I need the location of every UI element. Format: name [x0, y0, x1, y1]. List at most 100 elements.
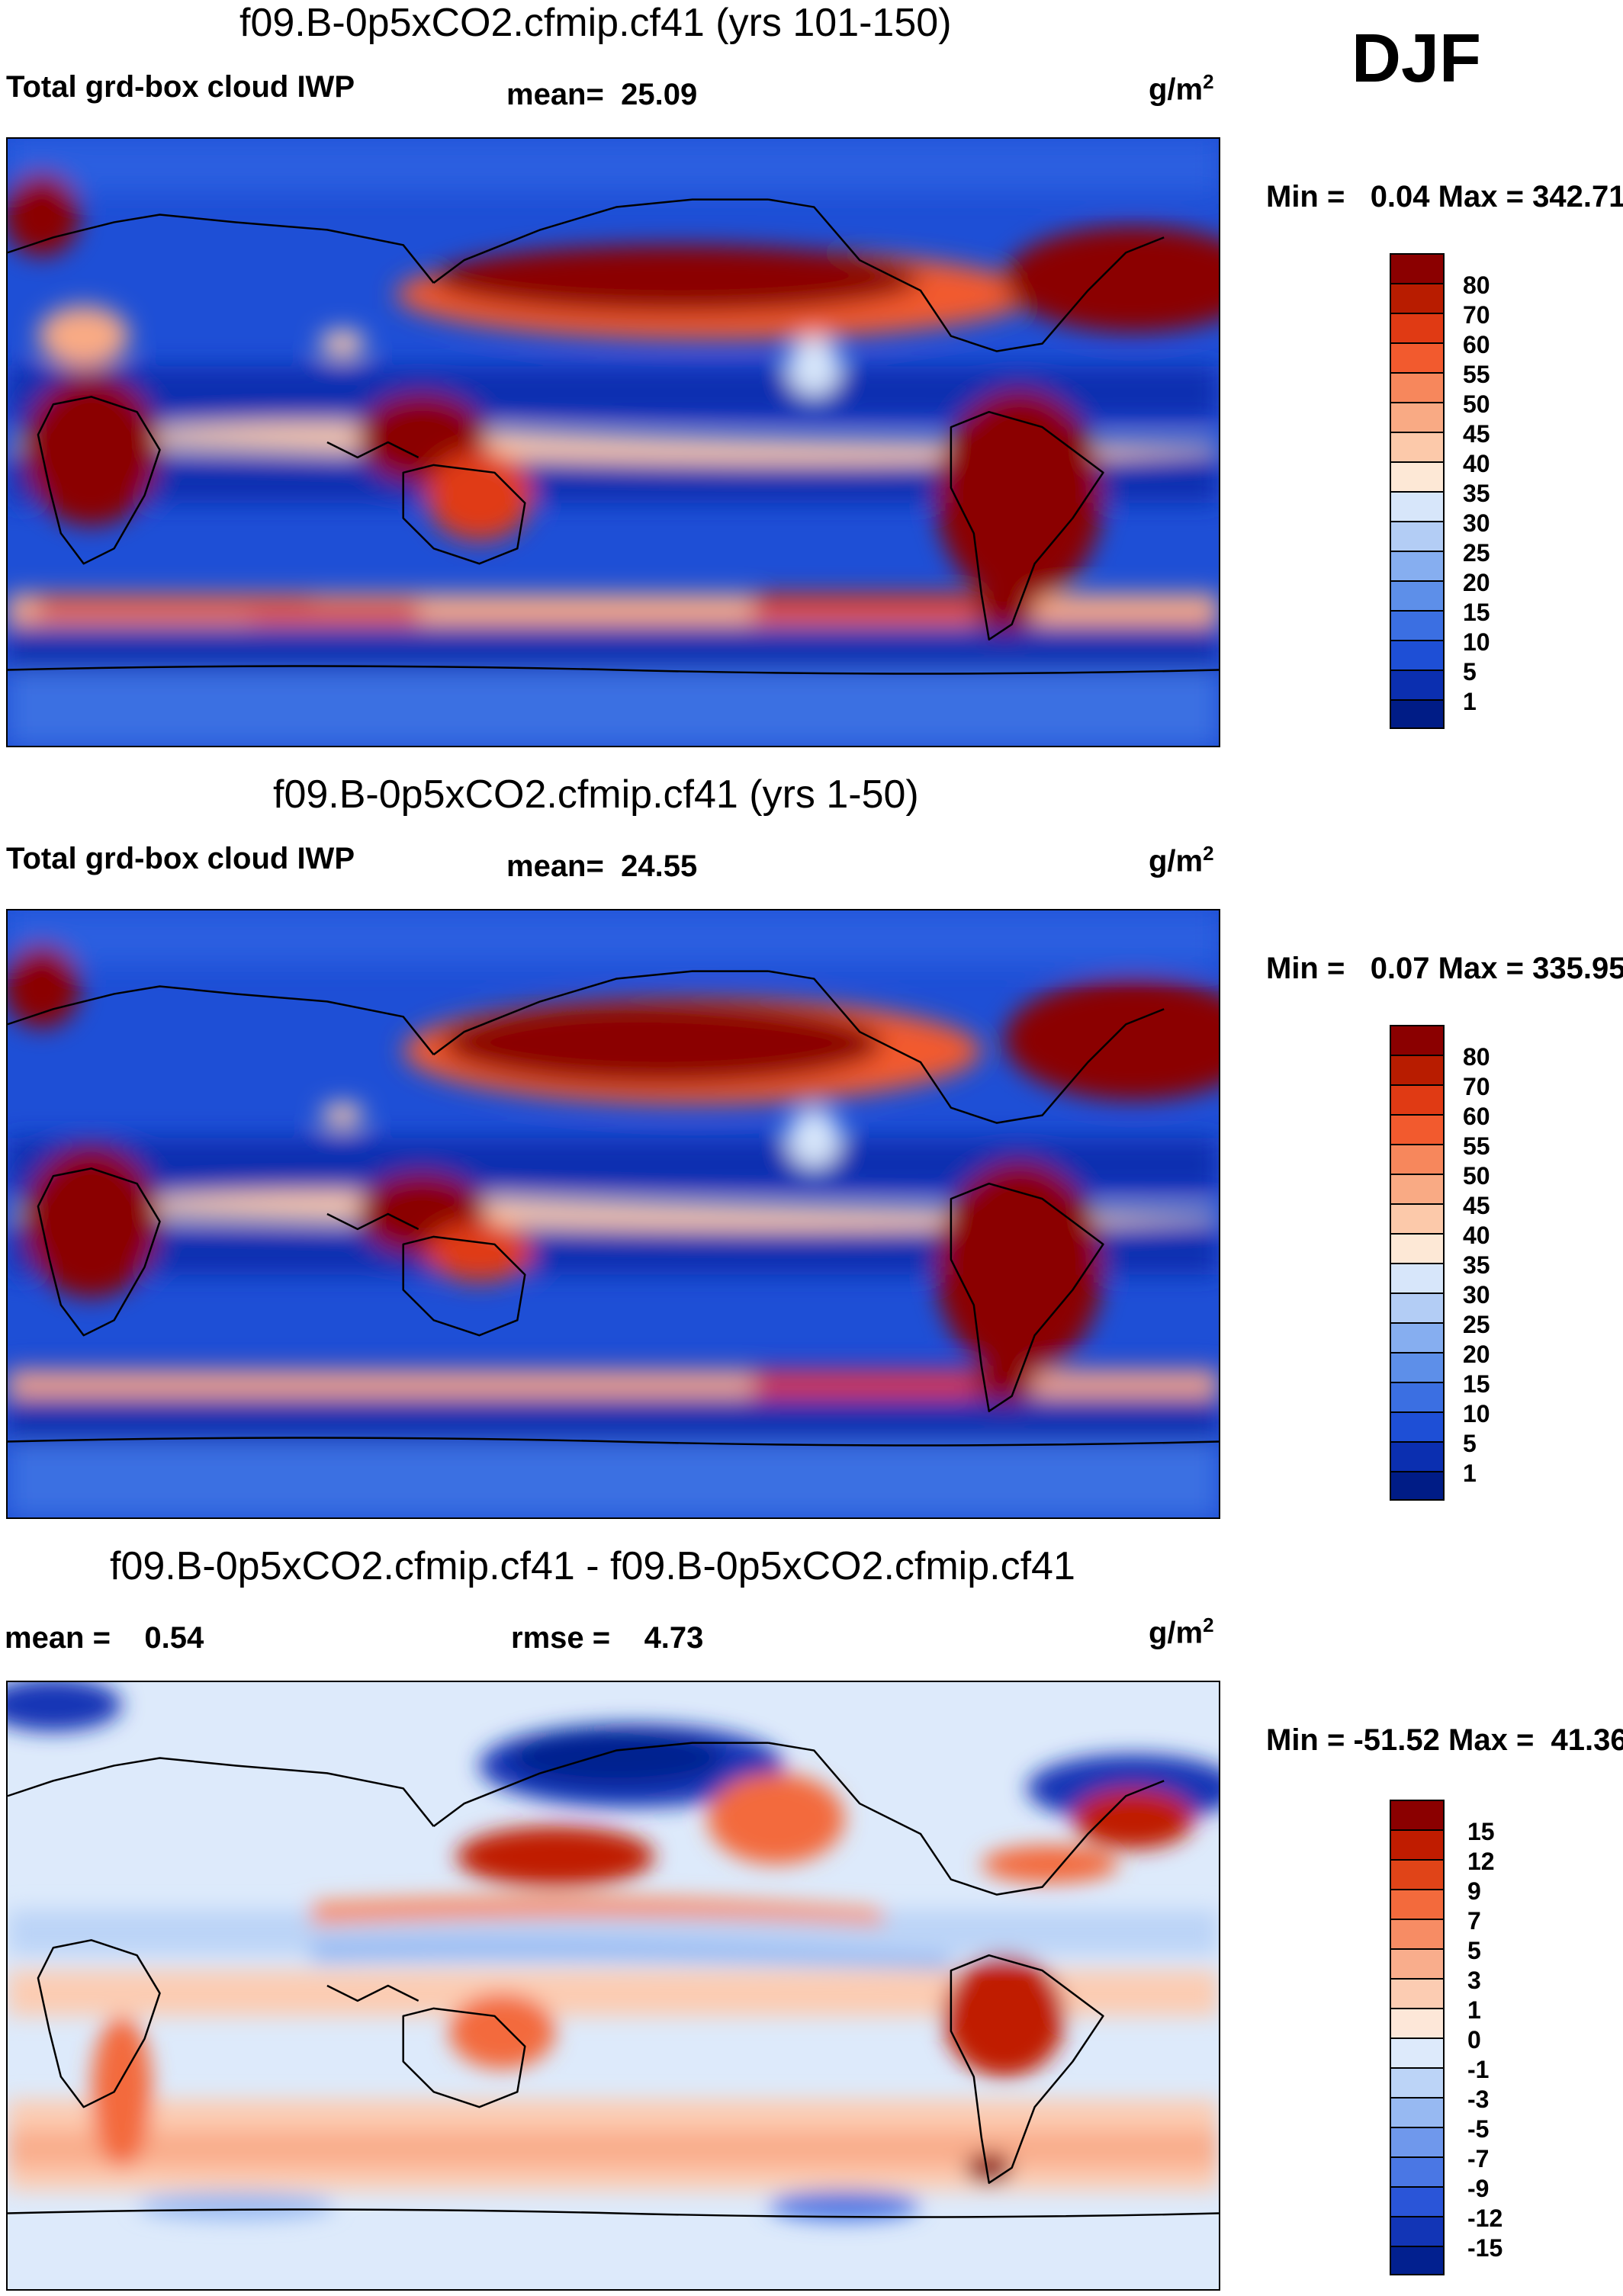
panel1-colorbar-swatch [1390, 342, 1445, 372]
panel1-max-value: 342.71 [1532, 180, 1623, 214]
panel1-colorbar [1390, 253, 1445, 729]
panel3-colorbar-label: -5 [1467, 2115, 1490, 2143]
panel3-colorbar-swatch [1390, 2037, 1445, 2067]
panel2-colorbar-label: 60 [1463, 1103, 1490, 1130]
panel1-colorbar-label: 50 [1463, 390, 1490, 418]
panel2-units-exp: 2 [1203, 842, 1214, 865]
panel3-units-exp: 2 [1203, 1614, 1214, 1636]
panel1-colorbar-swatch [1390, 461, 1445, 491]
panel3-title: f09.B-0p5xCO2.cfmip.cf41 - f09.B-0p5xCO2… [110, 1544, 1075, 1588]
panel1-minmax: Min = 0.04 Max = 342.71 [1266, 180, 1623, 214]
panel1-mean-label: mean= [506, 78, 604, 111]
panel3-colorbar-swatch [1390, 2067, 1445, 2097]
panel1-colorbar-swatch [1390, 253, 1445, 283]
panel2-min-label: Min = [1266, 952, 1345, 985]
panel1-colorbar-label: 55 [1463, 361, 1490, 388]
panel1-colorbar-label: 60 [1463, 331, 1490, 358]
panel1-colorbar-label: 15 [1463, 599, 1490, 626]
panel2-colorbar-label: 1 [1463, 1459, 1477, 1487]
panel3-rmse: rmse = 4.73 [511, 1621, 703, 1655]
panel3-mean: mean = 0.54 [5, 1621, 204, 1655]
panel2-colorbar-swatch [1390, 1203, 1445, 1233]
panel2-colorbar-label: 15 [1463, 1370, 1490, 1398]
panel1-colorbar-swatch [1390, 491, 1445, 521]
panel1-colorbar-swatch [1390, 640, 1445, 670]
panel3-colorbar-label: -3 [1467, 2086, 1490, 2113]
panel3-map [6, 1681, 1220, 2291]
panel3-colorbar-label: 1 [1467, 1996, 1481, 2024]
panel3-colorbar-label: 7 [1467, 1907, 1481, 1935]
panel2-variable: Total grd-box cloud IWP [6, 842, 355, 875]
panel2-colorbar-label: 20 [1463, 1341, 1490, 1368]
panel2-colorbar-label: 55 [1463, 1132, 1490, 1160]
panel2-mean: mean= 24.55 [506, 849, 697, 884]
panel2-colorbar-label: 40 [1463, 1222, 1490, 1249]
panel1-colorbar-swatch [1390, 283, 1445, 313]
panel1-units-exp: 2 [1203, 70, 1214, 93]
panel1-colorbar-label: 40 [1463, 450, 1490, 477]
panel3-colorbar-swatch [1390, 2127, 1445, 2156]
panel3-colorbar-label: 9 [1467, 1877, 1481, 1905]
panel3-colorbar-label: -15 [1467, 2234, 1503, 2262]
panel3-colorbar-swatch [1390, 1978, 1445, 2008]
panel3-colorbar [1390, 1800, 1445, 2275]
panel3-colorbar-label: -12 [1467, 2204, 1503, 2232]
panel2-max-label: Max = [1438, 952, 1524, 985]
panel1-colorbar-label: 1 [1463, 688, 1477, 715]
panel2-colorbar-swatch [1390, 1114, 1445, 1144]
panel2-colorbar-label: 35 [1463, 1251, 1490, 1279]
panel3-colorbar-swatch [1390, 2186, 1445, 2216]
panel2-mean-value: 24.55 [621, 849, 698, 883]
panel3-mean-value: 0.54 [144, 1621, 204, 1655]
panel2-colorbar-swatch [1390, 1084, 1445, 1114]
panel2-units: g/m2 [1149, 842, 1214, 878]
season-label: DJF [1351, 21, 1482, 97]
panel2-max-value: 335.95 [1532, 952, 1623, 985]
panel2-colorbar-swatch [1390, 1382, 1445, 1411]
panel3-min-label: Min = [1266, 1723, 1345, 1757]
panel1-colorbar-swatch [1390, 521, 1445, 551]
panel1-mean: mean= 25.09 [506, 78, 697, 112]
panel3-colorbar-label: -9 [1467, 2175, 1490, 2202]
panel2-colorbar-swatch [1390, 1025, 1445, 1055]
panel2-colorbar-swatch [1390, 1055, 1445, 1084]
panel2-units-base: g/m [1149, 844, 1204, 878]
panel1-colorbar-swatch [1390, 313, 1445, 342]
panel3-colorbar-swatch [1390, 1829, 1445, 1859]
panel2-colorbar-label: 45 [1463, 1192, 1490, 1219]
panel1-colorbar-label: 30 [1463, 509, 1490, 537]
panel3-mean-label: mean = [5, 1621, 111, 1655]
panel2-colorbar-label: 70 [1463, 1073, 1490, 1100]
panel3-colorbar-swatch [1390, 1889, 1445, 1919]
panel2-colorbar-swatch [1390, 1471, 1445, 1501]
panel2-colorbar-swatch [1390, 1352, 1445, 1382]
panel2-colorbar-label: 10 [1463, 1400, 1490, 1427]
panel3-units-base: g/m [1149, 1616, 1204, 1650]
panel1-variable: Total grd-box cloud IWP [6, 70, 355, 104]
panel1-colorbar-label: 80 [1463, 271, 1490, 299]
panel2-min-value: 0.07 [1370, 952, 1430, 985]
panel3-max-value: 41.36 [1551, 1723, 1623, 1757]
panel1-colorbar-swatch [1390, 551, 1445, 580]
panel2-colorbar-swatch [1390, 1322, 1445, 1352]
panel2-colorbar-swatch [1390, 1144, 1445, 1174]
panel1-min-value: 0.04 [1370, 180, 1430, 214]
panel1-mean-value: 25.09 [621, 78, 698, 111]
panel2-colorbar-label: 80 [1463, 1043, 1490, 1071]
panel1-colorbar-label: 5 [1463, 658, 1477, 686]
panel1-colorbar-swatch [1390, 432, 1445, 461]
panel3-colorbar-label: 12 [1467, 1848, 1495, 1875]
panel3-colorbar-swatch [1390, 2246, 1445, 2275]
panel1-title: f09.B-0p5xCO2.cfmip.cf41 (yrs 101-150) [239, 1, 952, 45]
panel2-colorbar-swatch [1390, 1174, 1445, 1203]
panel3-colorbar-swatch [1390, 1800, 1445, 1829]
panel3-map-svg [8, 1682, 1219, 2289]
panel3-colorbar-swatch [1390, 2156, 1445, 2186]
panel2-minmax: Min = 0.07 Max = 335.95 [1266, 952, 1623, 986]
panel2-colorbar [1390, 1025, 1445, 1501]
panel3-colorbar-swatch [1390, 2097, 1445, 2127]
panel2-colorbar-swatch [1390, 1411, 1445, 1441]
panel3-colorbar-swatch [1390, 1919, 1445, 1948]
panel3-colorbar-swatch [1390, 1859, 1445, 1889]
panel2-colorbar-label: 25 [1463, 1311, 1490, 1338]
